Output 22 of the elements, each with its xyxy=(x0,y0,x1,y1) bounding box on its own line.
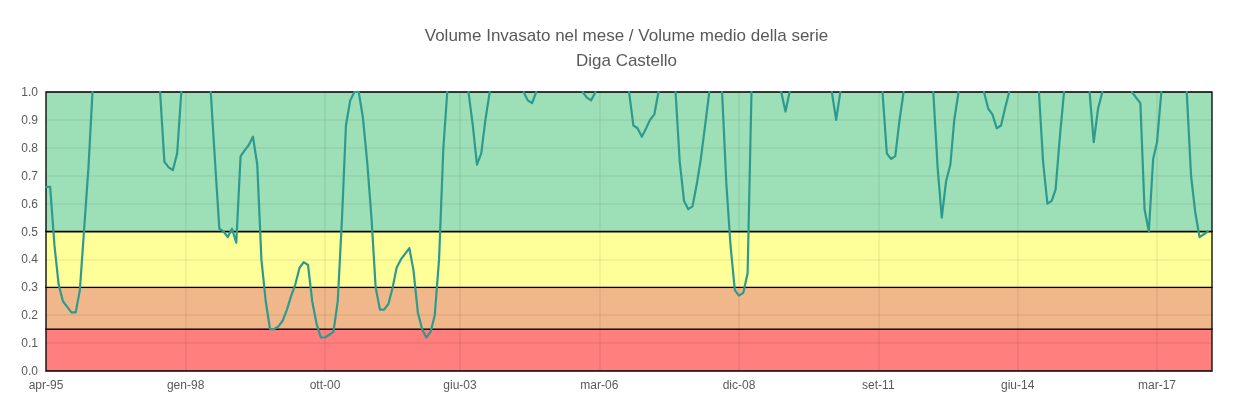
y-tick-label: 0.5 xyxy=(21,224,39,239)
y-tick-label: 0.1 xyxy=(21,336,39,351)
x-tick-label: apr-95 xyxy=(28,378,64,392)
y-tick-label: 1.0 xyxy=(21,85,39,99)
y-tick-label: 0.2 xyxy=(21,308,39,323)
x-tick-label: dic-08 xyxy=(722,378,756,392)
x-tick-label: mar-17 xyxy=(1138,378,1177,392)
x-tick-label: mar-06 xyxy=(580,378,619,392)
y-tick-label: 0.9 xyxy=(21,112,39,127)
y-tick-label: 0.7 xyxy=(21,168,39,183)
chart-title: Volume Invasato nel mese / Volume medio della serie xyxy=(424,26,829,45)
x-tick-label: set-11 xyxy=(862,378,895,392)
y-tick-label: 0.3 xyxy=(21,280,39,295)
y-tick-label: 0.6 xyxy=(21,196,39,211)
y-tick-label: 0.0 xyxy=(21,364,39,378)
x-tick-label: giu-14 xyxy=(1001,378,1035,392)
x-tick-label: giu-03 xyxy=(443,378,478,392)
x-tick-label: ott-00 xyxy=(309,378,341,392)
x-tick-label: gen-98 xyxy=(166,378,205,392)
y-tick-label: 0.4 xyxy=(21,252,39,267)
chart-subtitle: Diga Castello xyxy=(575,51,678,70)
y-tick-label: 0.8 xyxy=(21,140,39,155)
